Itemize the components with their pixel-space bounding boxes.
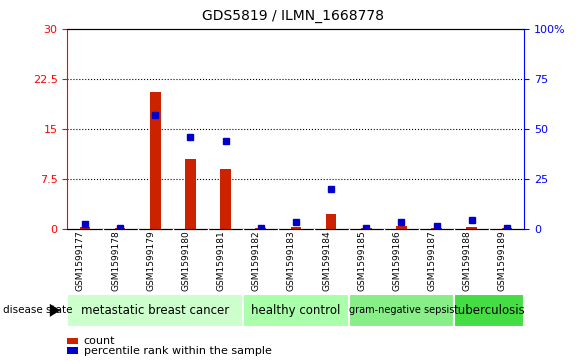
Bar — [255, 228, 266, 229]
Text: count: count — [84, 336, 115, 346]
Text: GDS5819 / ILMN_1668778: GDS5819 / ILMN_1668778 — [202, 9, 384, 23]
Bar — [150, 92, 161, 229]
Text: GSM1599183: GSM1599183 — [287, 230, 296, 291]
Bar — [80, 227, 90, 229]
Text: percentile rank within the sample: percentile rank within the sample — [84, 346, 272, 356]
Text: GSM1599186: GSM1599186 — [393, 230, 401, 291]
Text: GSM1599188: GSM1599188 — [463, 230, 472, 291]
Bar — [291, 227, 301, 229]
Text: GSM1599178: GSM1599178 — [111, 230, 120, 291]
Text: GSM1599185: GSM1599185 — [357, 230, 366, 291]
Bar — [431, 228, 442, 229]
Bar — [185, 159, 196, 229]
Bar — [67, 347, 78, 354]
Bar — [396, 226, 407, 229]
Text: GSM1599187: GSM1599187 — [428, 230, 437, 291]
Bar — [454, 294, 524, 327]
Text: GSM1599184: GSM1599184 — [322, 230, 331, 291]
Bar — [326, 214, 336, 229]
Text: GSM1599182: GSM1599182 — [252, 230, 261, 291]
Text: healthy control: healthy control — [251, 304, 340, 317]
Bar — [349, 294, 454, 327]
Text: gram-negative sepsis: gram-negative sepsis — [349, 305, 454, 315]
Bar — [220, 169, 231, 229]
Bar — [115, 228, 125, 229]
Text: GSM1599189: GSM1599189 — [498, 230, 507, 291]
Text: metastatic breast cancer: metastatic breast cancer — [81, 304, 229, 317]
Text: GSM1599181: GSM1599181 — [217, 230, 226, 291]
Bar — [243, 294, 349, 327]
Text: tuberculosis: tuberculosis — [454, 304, 525, 317]
Bar — [67, 338, 78, 344]
Text: GSM1599177: GSM1599177 — [76, 230, 85, 291]
Text: GSM1599179: GSM1599179 — [146, 230, 155, 291]
Bar — [67, 294, 243, 327]
Bar — [466, 227, 477, 229]
Bar — [361, 228, 372, 229]
Text: disease state: disease state — [3, 305, 73, 315]
Bar — [502, 228, 512, 229]
Text: GSM1599180: GSM1599180 — [182, 230, 190, 291]
